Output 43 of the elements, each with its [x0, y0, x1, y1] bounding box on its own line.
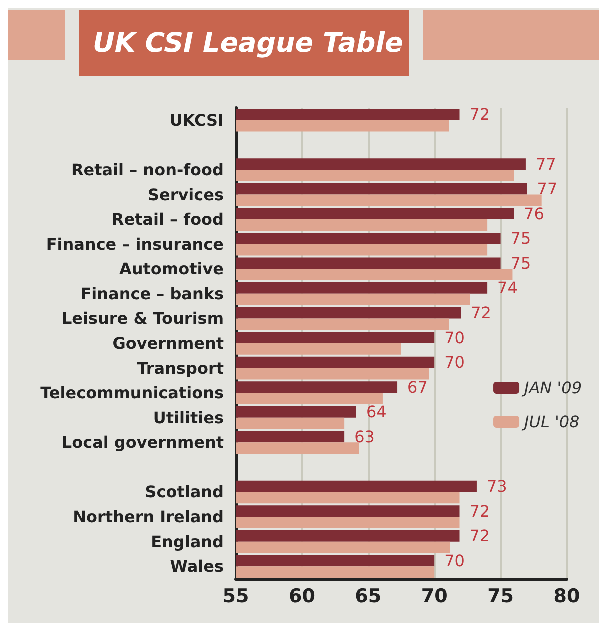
legend-label: JUL '08 — [522, 412, 580, 432]
data-label: 76 — [524, 204, 544, 224]
y-tick-label: Telecommunications — [40, 384, 224, 403]
y-tick-label: Services — [148, 185, 224, 204]
x-tick-label: 60 — [288, 586, 316, 608]
y-tick-label: UKCSI — [170, 110, 224, 130]
data-label: 74 — [498, 278, 518, 298]
y-tick-label: Retail – non-food — [71, 160, 224, 180]
y-tick-label: Utilities — [153, 408, 224, 428]
data-label: 70 — [444, 353, 465, 372]
data-label: 70 — [444, 328, 465, 348]
data-label: 67 — [408, 378, 428, 397]
chart-title: UK CSI League Table — [79, 10, 409, 76]
data-label: 72 — [470, 105, 490, 124]
y-tick-label: Northern Ireland — [73, 508, 224, 527]
x-tick-label: 65 — [355, 586, 382, 608]
data-label: 72 — [470, 526, 490, 546]
y-tick-label: Government — [112, 334, 224, 353]
y-tick-label: Scotland — [145, 482, 224, 502]
y-tick-label: Transport — [137, 358, 224, 378]
y-tick-label: Finance – insurance — [46, 234, 224, 254]
y-tick-label: Finance – banks — [80, 284, 224, 304]
data-label: 73 — [486, 477, 508, 496]
y-tick-label: England — [151, 532, 224, 552]
x-tick-label: 75 — [488, 586, 514, 608]
y-tick-label: Leisure & Tourism — [62, 309, 224, 328]
data-label: 72 — [471, 304, 492, 323]
data-label: 63 — [354, 427, 375, 446]
y-tick-label: Automotive — [120, 260, 224, 279]
y-tick-label: Wales — [170, 557, 224, 576]
x-tick-label: 80 — [554, 586, 580, 608]
data-label: 64 — [366, 402, 387, 422]
data-label: 72 — [470, 502, 490, 521]
x-tick-label: 55 — [222, 586, 250, 608]
legend-label: JAN '09 — [522, 378, 582, 398]
data-label: 77 — [536, 154, 556, 174]
y-tick-label: Local government — [62, 433, 224, 452]
x-tick-label: 70 — [421, 586, 448, 608]
y-tick-label: Retail – food — [112, 210, 224, 230]
data-label: 70 — [444, 551, 465, 570]
data-label: 77 — [537, 180, 558, 199]
data-label: 75 — [510, 229, 532, 248]
data-label: 75 — [510, 254, 532, 273]
